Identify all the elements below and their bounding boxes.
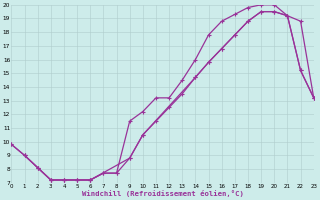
X-axis label: Windchill (Refroidissement éolien,°C): Windchill (Refroidissement éolien,°C) bbox=[82, 190, 244, 197]
